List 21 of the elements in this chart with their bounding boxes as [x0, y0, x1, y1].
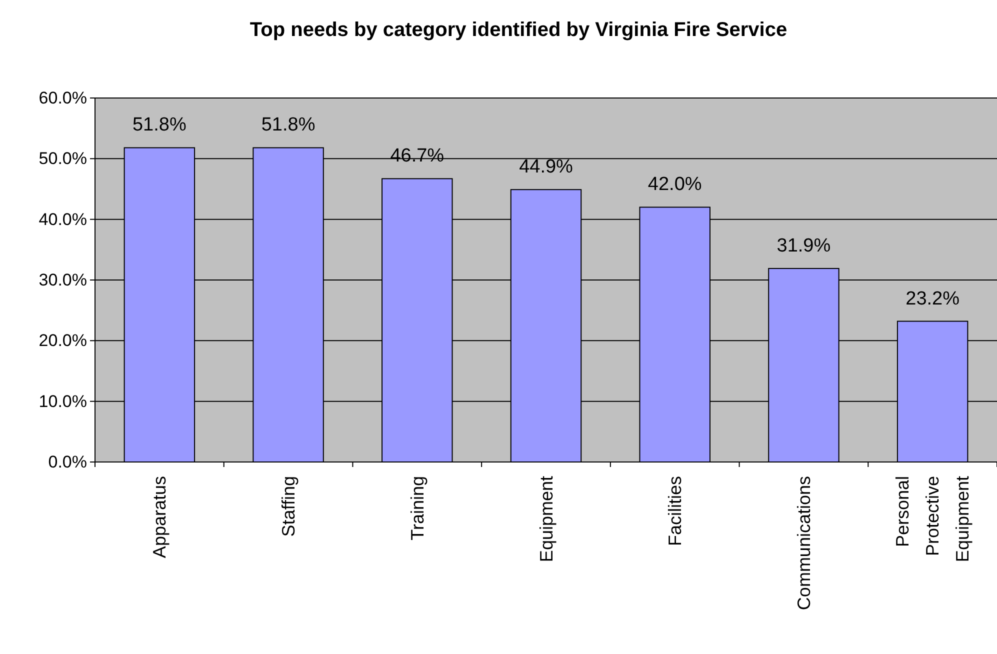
- x-tick-label: Staffing: [278, 476, 299, 537]
- x-tick-label: Equipment: [536, 476, 556, 562]
- x-tick-label: Training: [407, 476, 428, 540]
- data-label: 23.2%: [906, 288, 960, 310]
- y-tick-label: 0.0%: [48, 452, 87, 472]
- y-tick-label: 20.0%: [38, 331, 87, 350]
- chart-title: Top needs by category identified by Virginia Fire Service: [250, 19, 788, 41]
- y-tick-label: 40.0%: [38, 210, 87, 229]
- y-tick-label: 30.0%: [38, 270, 87, 290]
- x-tick-label: Communications: [794, 476, 814, 610]
- data-label: 51.8%: [261, 114, 316, 136]
- data-label: 42.0%: [648, 174, 702, 196]
- x-tick-label: Personal Protective Equipment: [892, 476, 973, 562]
- y-tick-label: 50.0%: [38, 149, 87, 168]
- data-label: 44.9%: [519, 156, 574, 178]
- data-label: 51.8%: [132, 114, 186, 136]
- y-tick-label: 60.0%: [38, 88, 87, 108]
- data-label: 31.9%: [776, 235, 831, 256]
- y-tick-label: 10.0%: [38, 392, 87, 411]
- x-tick-label: Facilities: [665, 476, 686, 546]
- x-tick-label: Apparatus: [150, 476, 170, 558]
